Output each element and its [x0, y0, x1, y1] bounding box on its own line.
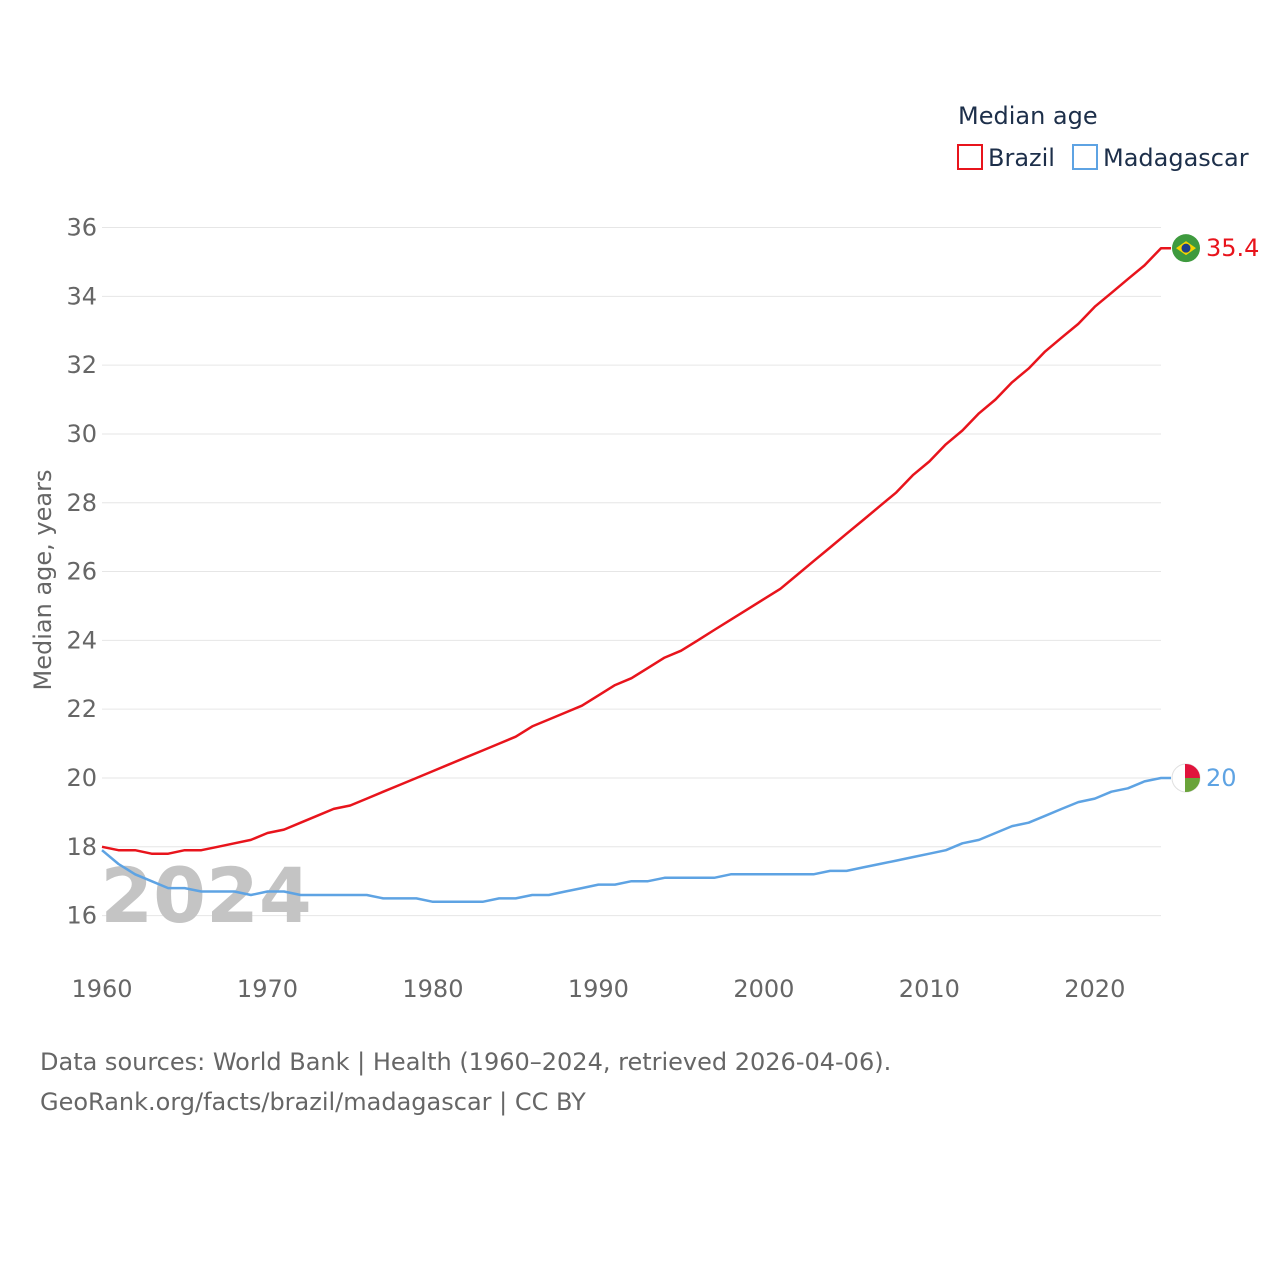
- flag-madagascar-icon: [1171, 763, 1201, 793]
- legend-swatch-brazil: [957, 144, 983, 170]
- y-tick-label: 18: [66, 833, 97, 861]
- y-tick-label: 28: [66, 489, 97, 517]
- x-axis-ticks: 1960 1970 1980 1990 2000 2010 2020: [71, 975, 1125, 1003]
- y-tick-label: 26: [66, 558, 97, 586]
- legend-title: Median age: [958, 102, 1098, 130]
- year-watermark: 2024: [100, 851, 312, 940]
- y-tick-label: 30: [66, 420, 97, 448]
- x-tick-label: 2010: [899, 975, 960, 1003]
- y-tick-label: 32: [66, 351, 97, 379]
- data-sources-text: Data sources: World Bank | Health (1960–…: [40, 1048, 892, 1076]
- gridlines: [102, 227, 1161, 917]
- legend-swatch-madagascar: [1072, 144, 1098, 170]
- legend-label-brazil: Brazil: [988, 144, 1055, 172]
- flag-brazil-icon: [1172, 234, 1200, 263]
- end-markers: 35.4 20: [1171, 234, 1259, 793]
- x-tick-label: 2020: [1064, 975, 1125, 1003]
- y-tick-label: 36: [66, 214, 97, 242]
- y-axis-ticks: 16 18 20 22 24 26 28 30 32 34 36: [66, 214, 97, 930]
- y-tick-label: 16: [66, 902, 97, 930]
- series-line-brazil: [101, 246, 1171, 855]
- y-tick-label: 20: [66, 764, 97, 792]
- end-label-brazil: 35.4: [1206, 234, 1259, 262]
- y-axis-label: Median age, years: [29, 470, 57, 691]
- legend-item-madagascar[interactable]: Madagascar: [1072, 144, 1249, 172]
- x-tick-label: 1990: [568, 975, 629, 1003]
- y-tick-label: 24: [66, 626, 97, 654]
- legend-label-madagascar: Madagascar: [1103, 144, 1249, 172]
- legend: Median age Brazil Madagascar: [957, 102, 1249, 172]
- series-line-madagascar: [101, 776, 1171, 904]
- legend-item-brazil[interactable]: Brazil: [957, 144, 1055, 172]
- x-tick-label: 2000: [733, 975, 794, 1003]
- footer: Data sources: World Bank | Health (1960–…: [40, 1042, 891, 1122]
- x-tick-label: 1970: [237, 975, 298, 1003]
- source-link[interactable]: GeoRank.org/facts/brazil/madagascar | CC…: [40, 1088, 586, 1116]
- y-tick-label: 22: [66, 695, 97, 723]
- series-lines: [101, 246, 1171, 904]
- end-label-madagascar: 20: [1206, 764, 1237, 792]
- x-tick-label: 1960: [71, 975, 132, 1003]
- x-tick-label: 1980: [402, 975, 463, 1003]
- y-tick-label: 34: [66, 282, 97, 310]
